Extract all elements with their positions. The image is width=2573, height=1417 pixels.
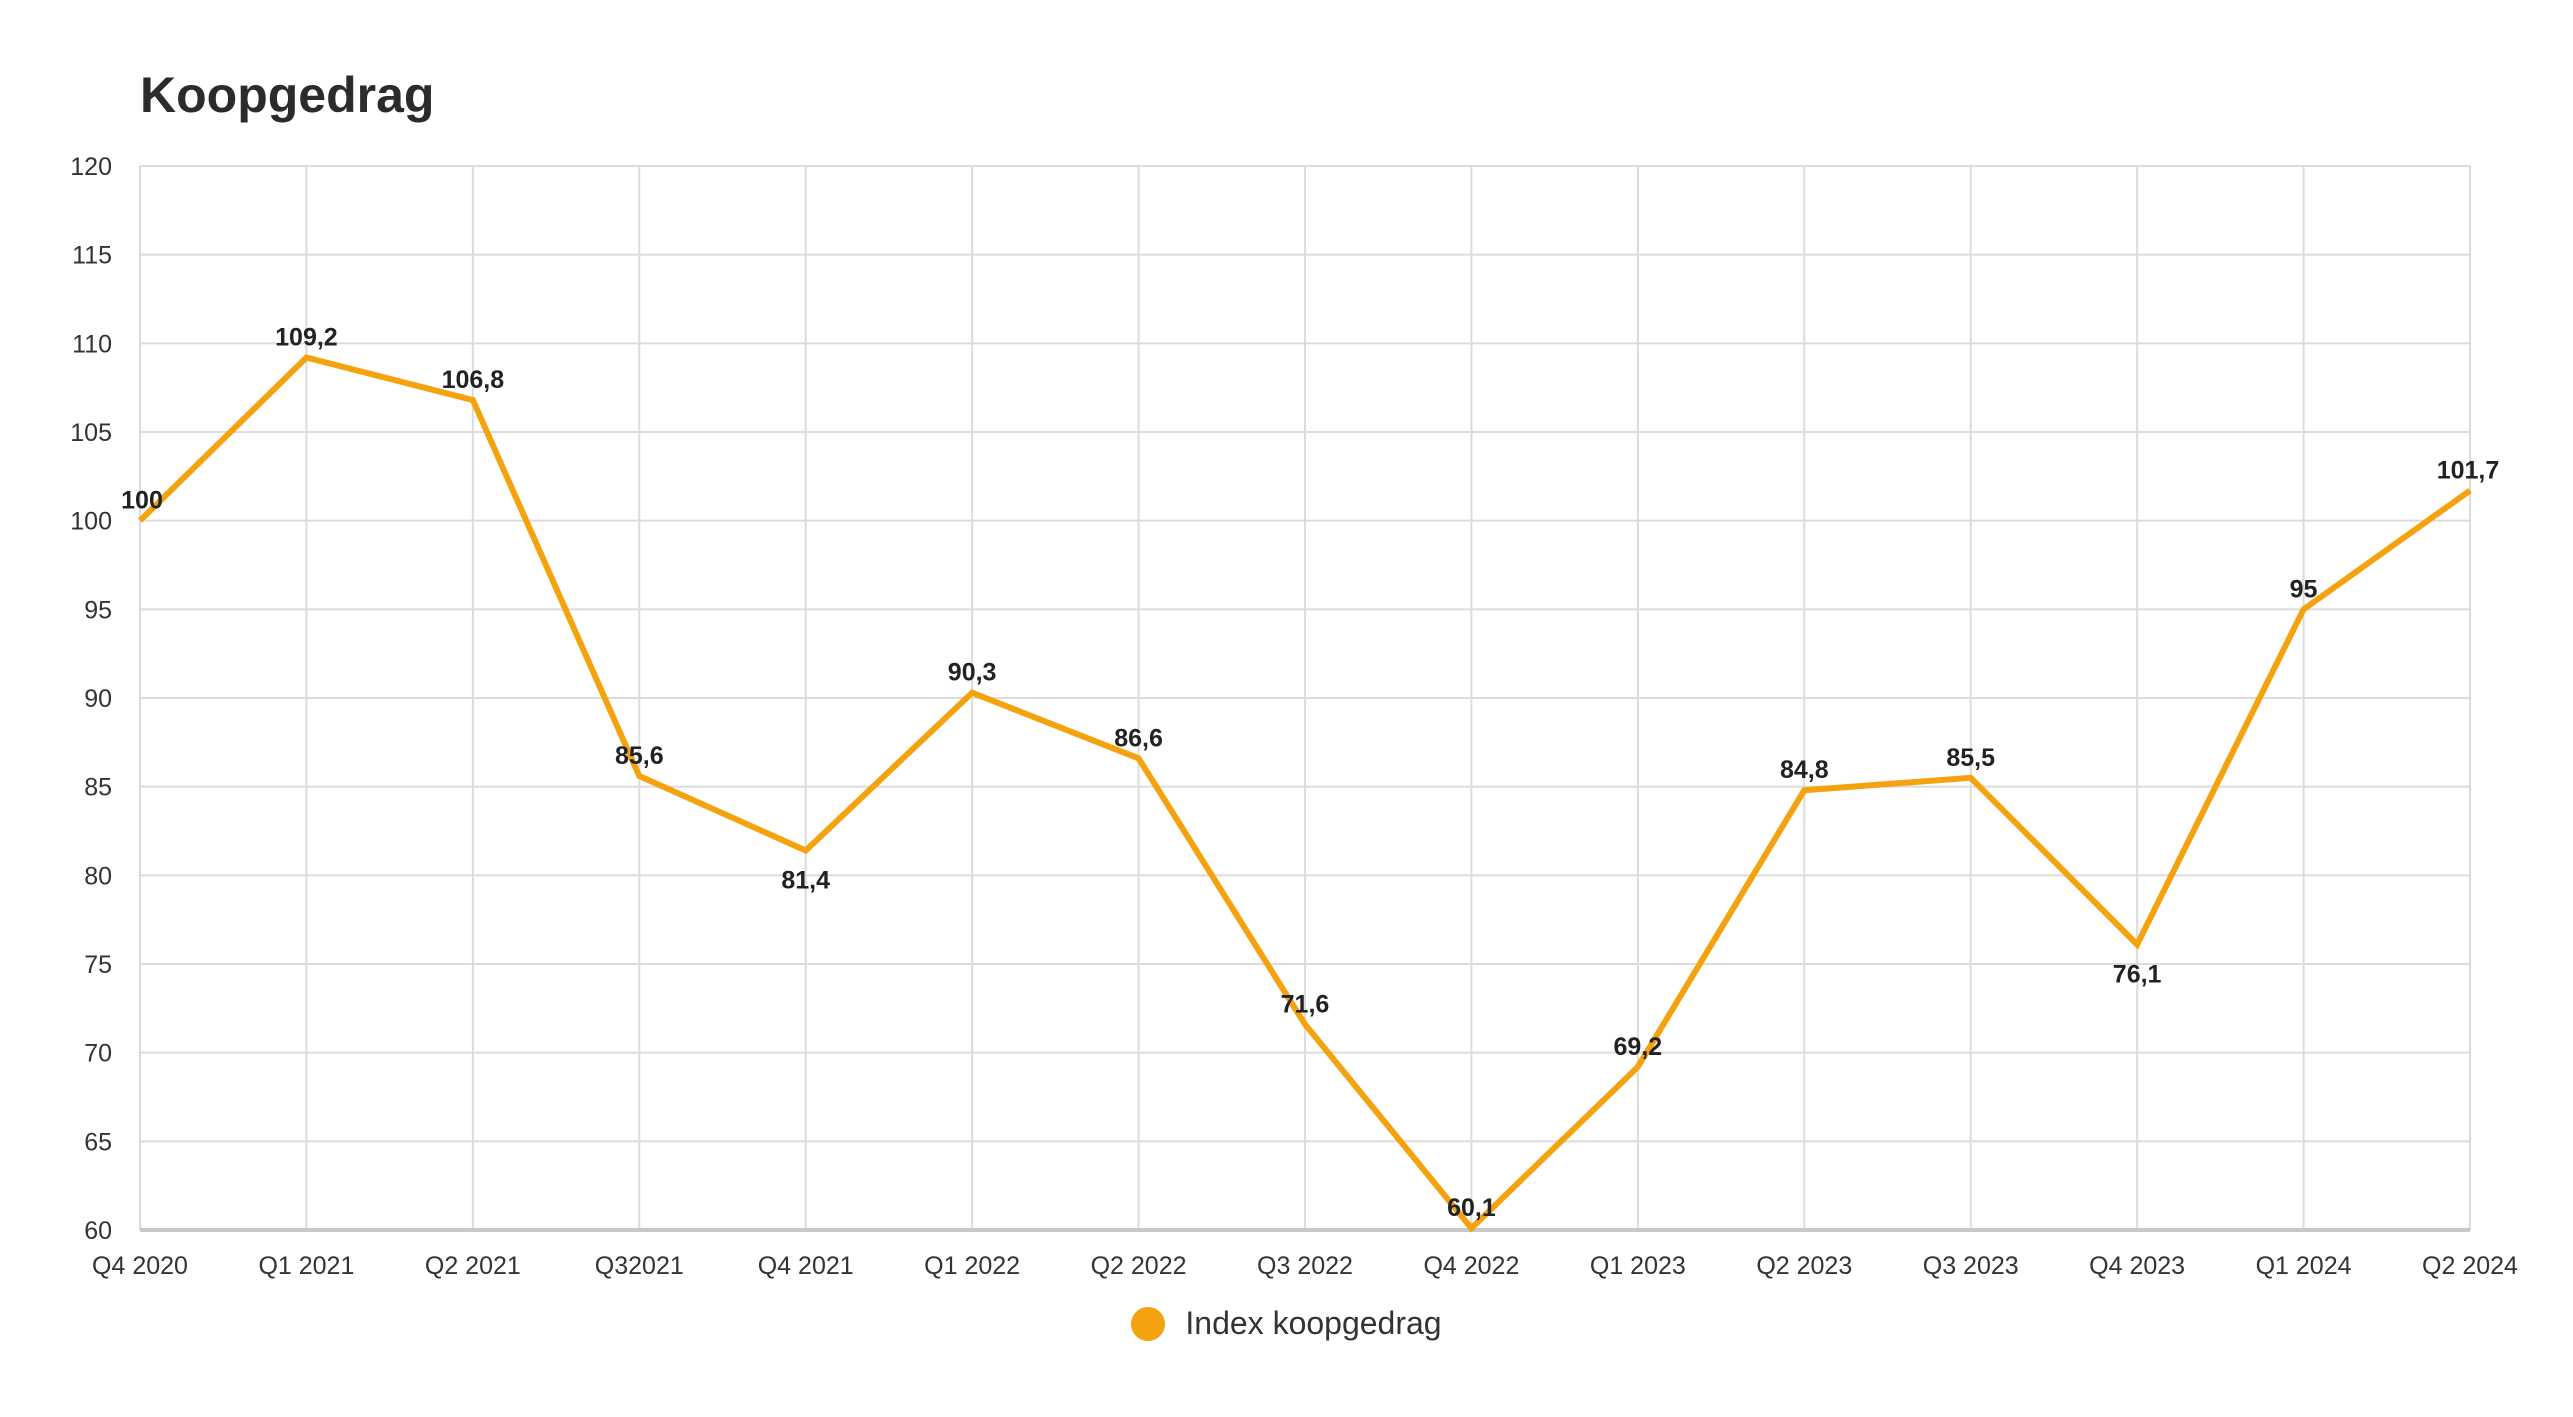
legend-label-index-koopgedrag: Index koopgedrag (1185, 1305, 1442, 1341)
data-label: 90,3 (948, 659, 997, 687)
data-label: 106,8 (442, 366, 505, 394)
grid-layer (139, 165, 2471, 1232)
data-label: 85,6 (615, 742, 664, 770)
series-layer (137, 354, 2472, 1233)
data-label: 86,6 (1114, 724, 1163, 752)
legend: Index koopgedrag (0, 1305, 2573, 1342)
y-axis-ticks: 60 65 70 75 80 85 90 95 100 105 110 115 120 (70, 153, 112, 1245)
data-label: 69,2 (1614, 1033, 1663, 1061)
x-tick-label: Q2 2024 (2422, 1252, 2518, 1280)
y-tick-label: 115 (72, 242, 112, 270)
data-label: 109,2 (275, 324, 338, 352)
x-tick-label: Q4 2020 (92, 1252, 188, 1280)
x-tick-label: Q1 2021 (258, 1252, 354, 1280)
x-tick-label: Q2 2021 (425, 1252, 521, 1280)
y-tick-label: 70 (84, 1040, 112, 1068)
data-label: 76,1 (2113, 960, 2162, 988)
x-tick-label: Q4 2021 (758, 1252, 854, 1280)
data-label: 71,6 (1281, 990, 1330, 1018)
data-label: 95 (2290, 575, 2318, 603)
data-label: 84,8 (1780, 756, 1829, 784)
y-tick-label: 105 (70, 419, 112, 447)
chart-title: Koopgedrag (140, 67, 435, 123)
x-tick-label: Q4 2023 (2089, 1252, 2185, 1280)
x-tick-label: Q2 2022 (1091, 1252, 1187, 1280)
y-tick-label: 110 (72, 330, 112, 358)
y-tick-label: 75 (84, 951, 112, 979)
data-label: 60,1 (1447, 1194, 1496, 1222)
data-label: 100 (121, 487, 163, 515)
x-tick-label: Q3 2022 (1257, 1252, 1353, 1280)
legend-swatch (1131, 1306, 1166, 1341)
data-label: 101,7 (2437, 457, 2500, 485)
y-tick-label: 95 (84, 596, 112, 624)
data-label: 85,5 (1946, 744, 1995, 772)
x-tick-label: Q2 2023 (1756, 1252, 1852, 1280)
y-tick-label: 90 (84, 685, 112, 713)
x-tick-label: Q1 2022 (924, 1252, 1020, 1280)
y-tick-label: 60 (84, 1217, 112, 1245)
y-tick-label: 85 (84, 774, 112, 802)
y-tick-label: 120 (70, 153, 112, 181)
x-axis-ticks: Q4 2020 Q1 2021 Q2 2021 Q32021 Q4 2021 Q1 202… (92, 1252, 2518, 1280)
y-tick-label: 65 (84, 1128, 112, 1156)
y-tick-label: 100 (70, 508, 112, 536)
x-tick-label: Q3 2023 (1923, 1252, 2019, 1280)
x-tick-label: Q1 2024 (2256, 1252, 2352, 1280)
x-tick-label: Q1 2023 (1590, 1252, 1686, 1280)
x-tick-label: Q4 2022 (1423, 1252, 1519, 1280)
data-label: 81,4 (781, 867, 830, 895)
x-tick-label: Q32021 (595, 1252, 684, 1280)
data-labels: 100 109,2 106,8 85,6 81,4 90,3 86,6 71,6 60,1 69,… (121, 324, 2499, 1223)
y-tick-label: 80 (84, 862, 112, 890)
